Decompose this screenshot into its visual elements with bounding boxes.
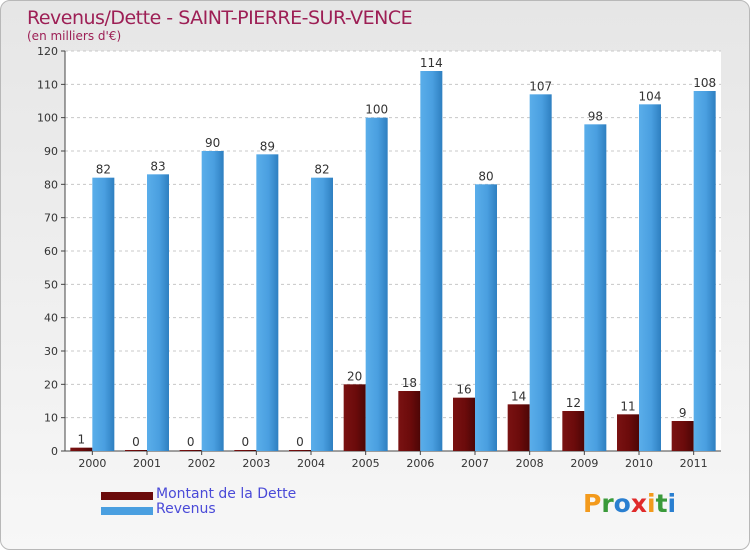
data-label-debt: 0 [187, 435, 195, 449]
bar-revenue [92, 177, 115, 451]
bar-debt [562, 411, 585, 451]
y-tick-label: 70 [44, 212, 58, 225]
data-label-debt: 0 [296, 435, 304, 449]
logo-letter: x [630, 489, 647, 518]
data-label-revenue: 108 [693, 76, 716, 90]
logo-letter: P [583, 489, 602, 518]
x-tick-label: 2003 [242, 457, 270, 470]
bar-revenue [639, 104, 661, 451]
x-tick-label: 2000 [78, 457, 106, 470]
data-label-debt: 1 [78, 433, 86, 447]
logo-letter: i [667, 489, 677, 518]
legend-label-debt: Montant de la Dette [156, 486, 297, 502]
y-tick-label: 30 [44, 345, 58, 358]
bar-debt [289, 450, 311, 451]
logo-letter: i [647, 489, 656, 518]
data-label-revenue: 107 [529, 79, 552, 93]
data-label-revenue: 89 [260, 139, 275, 153]
bar-debt [671, 421, 694, 451]
x-tick-label: 2009 [570, 457, 598, 470]
bar-debt [617, 414, 639, 451]
x-tick-label: 2001 [133, 457, 161, 470]
x-tick-label: 2007 [461, 457, 489, 470]
data-label-debt: 16 [456, 383, 471, 397]
y-tick-label: 90 [44, 145, 58, 158]
data-label-revenue: 90 [205, 136, 220, 150]
y-tick-label: 120 [37, 45, 58, 58]
bar-revenue [256, 154, 279, 452]
legend-label-revenue: Revenus [156, 501, 216, 517]
data-label-debt: 9 [679, 406, 687, 420]
data-label-revenue: 82 [96, 163, 111, 177]
data-label-debt: 0 [132, 435, 140, 449]
bar-debt [234, 450, 257, 451]
legend-swatch-revenue [101, 507, 153, 515]
y-tick-label: 60 [44, 245, 58, 258]
bar-debt [453, 397, 475, 451]
bar-revenue [147, 174, 169, 452]
bar-revenue [201, 151, 224, 451]
x-tick-label: 2008 [516, 457, 544, 470]
bar-debt [179, 450, 202, 451]
bar-debt [398, 391, 421, 451]
bar-debt [70, 447, 93, 451]
data-label-debt: 12 [566, 396, 581, 410]
logo-letter: t [655, 489, 668, 518]
data-label-revenue: 80 [478, 169, 493, 183]
data-label-revenue: 114 [420, 56, 443, 70]
data-label-revenue: 83 [150, 159, 165, 173]
logo-letter: r [601, 489, 614, 518]
x-tick-label: 2010 [625, 457, 653, 470]
y-tick-label: 100 [37, 112, 58, 125]
logo-letter: o [613, 489, 631, 518]
x-tick-label: 2002 [188, 457, 216, 470]
data-label-debt: 0 [242, 435, 250, 449]
y-tick-label: 40 [44, 312, 58, 325]
bar-revenue [365, 117, 388, 452]
legend-swatch-debt [101, 492, 153, 500]
bar-debt [343, 384, 366, 451]
proxiti-logo: Proxiti [583, 489, 676, 518]
y-tick-label: 0 [51, 445, 58, 458]
x-tick-label: 2011 [680, 457, 708, 470]
y-tick-label: 10 [44, 412, 58, 425]
x-tick-label: 2006 [406, 457, 434, 470]
data-label-revenue: 104 [639, 89, 662, 103]
x-tick-label: 2005 [352, 457, 380, 470]
bar-revenue [311, 177, 333, 451]
bar-revenue [420, 71, 443, 451]
bar-debt [507, 404, 530, 451]
bar-revenue [693, 91, 716, 451]
data-label-debt: 18 [402, 376, 417, 390]
y-tick-label: 50 [44, 278, 58, 291]
data-label-debt: 11 [620, 399, 635, 413]
data-label-debt: 14 [511, 389, 526, 403]
data-label-revenue: 98 [588, 109, 603, 123]
y-tick-label: 110 [37, 78, 58, 91]
y-tick-label: 80 [44, 178, 58, 191]
y-tick-label: 20 [44, 378, 58, 391]
x-tick-label: 2004 [297, 457, 325, 470]
bar-revenue [584, 124, 607, 451]
data-label-revenue: 100 [365, 103, 388, 117]
bar-revenue [529, 94, 552, 451]
data-label-revenue: 82 [314, 163, 329, 177]
bar-revenue [475, 184, 497, 452]
data-label-debt: 20 [347, 369, 362, 383]
bar-debt [125, 450, 147, 451]
chart-title: Revenus/Dette - SAINT-PIERRE-SUR-VENCE [27, 7, 413, 29]
chart-subtitle: (en milliers d'€) [27, 29, 122, 43]
